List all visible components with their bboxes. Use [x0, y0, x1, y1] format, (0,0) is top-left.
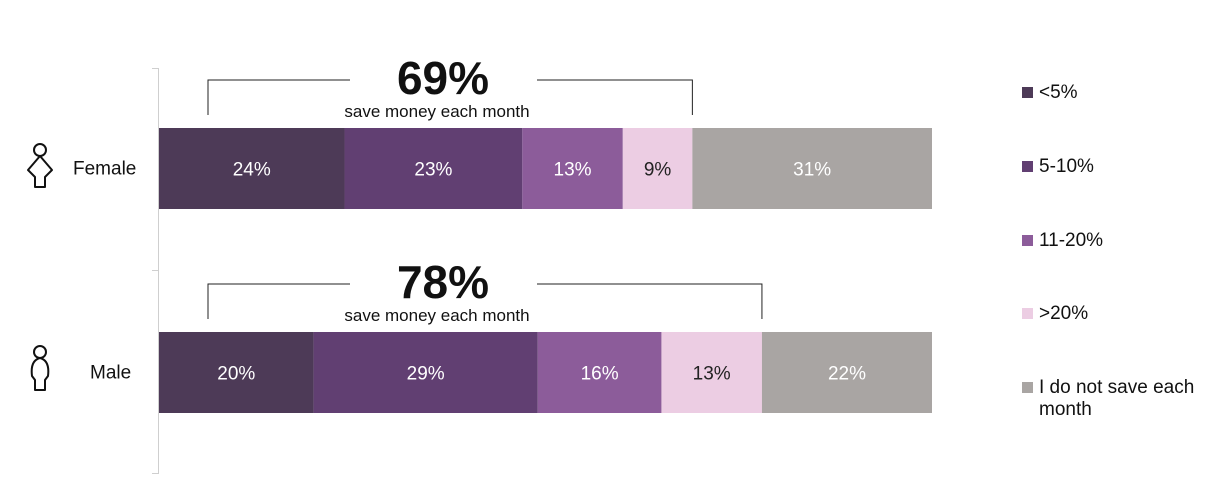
legend-item: 5-10%	[1022, 156, 1209, 178]
legend-label: 5-10%	[1039, 156, 1094, 177]
annotation-text: save money each month	[344, 102, 529, 121]
category-label: Female	[73, 159, 136, 180]
bar-segment	[692, 128, 932, 209]
annotation-bracket	[207, 79, 693, 115]
data-label: 16%	[581, 364, 619, 385]
data-label: 29%	[407, 364, 445, 385]
bar-segment	[313, 332, 538, 413]
annotation-value: 78%	[397, 256, 489, 308]
annotation-bracket	[207, 283, 763, 319]
data-label: 13%	[693, 364, 731, 385]
data-label: 20%	[217, 364, 255, 385]
bar-segment	[537, 332, 662, 413]
data-label: 24%	[233, 160, 271, 181]
annotation-value: 69%	[397, 52, 489, 104]
female-head	[33, 143, 47, 157]
bar-segment	[344, 128, 523, 209]
legend-item: I do not save each month	[1022, 377, 1209, 421]
legend-item: >20%	[1022, 303, 1209, 325]
male-body	[30, 357, 50, 391]
legend-label: >20%	[1039, 303, 1089, 324]
bar-segment	[159, 332, 314, 413]
category-label: Male	[90, 363, 131, 384]
legend-swatch	[1022, 161, 1033, 172]
legend-label: I do not save each month	[1039, 377, 1195, 420]
bar-segment	[522, 128, 623, 209]
female-icon	[27, 143, 53, 188]
legend-swatch	[1022, 308, 1033, 319]
data-label: 13%	[554, 160, 592, 181]
bar-segment	[761, 332, 932, 413]
legend-label: <5%	[1039, 82, 1078, 103]
data-label: 9%	[644, 160, 672, 181]
bar-segment	[661, 332, 762, 413]
data-label: 22%	[828, 364, 866, 385]
legend-item: 11-20%	[1022, 230, 1209, 252]
male-icon	[30, 345, 50, 391]
data-label: 23%	[414, 160, 452, 181]
legend-label: 11-20%	[1039, 230, 1104, 251]
legend-swatch	[1022, 235, 1033, 246]
data-label: 31%	[793, 160, 831, 181]
bar-segment	[622, 128, 693, 209]
annotation-text: save money each month	[344, 306, 529, 325]
bar-segment	[159, 128, 345, 209]
legend-item: <5%	[1022, 82, 1209, 104]
legend-swatch	[1022, 87, 1033, 98]
female-body	[27, 155, 53, 188]
legend-swatch	[1022, 382, 1033, 393]
male-head	[33, 345, 47, 359]
